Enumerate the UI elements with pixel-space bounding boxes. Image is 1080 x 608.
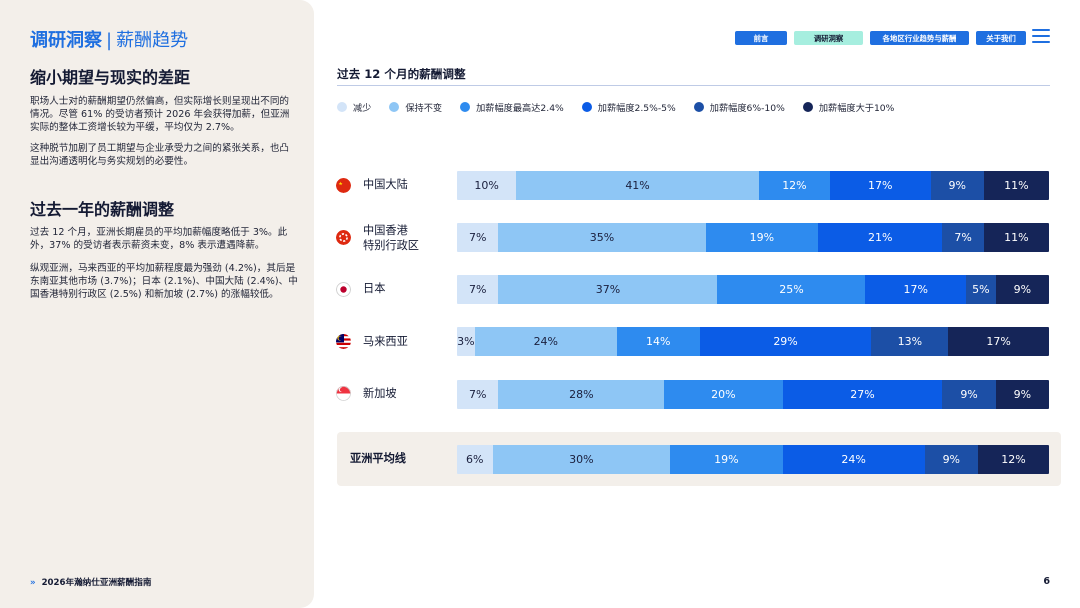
bar-segment-seg-up-to-2-4: 12% [758, 171, 830, 200]
bar-segment-seg-unchanged: 30% [492, 445, 671, 474]
nav-item-regional-trends[interactable]: 各地区行业趋势与薪酬 [870, 31, 969, 45]
row-label-asia-average: 亚洲平均线 [350, 452, 406, 465]
legend-swatch [802, 102, 813, 112]
brand-subtitle: 薪酬趋势 [116, 30, 189, 51]
row-label-hong-kong: 中国香港 特别行政区 [363, 223, 419, 253]
title-divider [337, 85, 1050, 86]
section1-paragraph-1: 职场人士对的薪酬期望仍然偏高，但实际增长则呈现出不同的情况。尽管 61% 的受访… [30, 96, 290, 133]
bar-china: 10% 41% 12% 17% 9% 11% [457, 171, 1049, 200]
bar-segment-seg-unchanged: 35% [498, 223, 706, 252]
row-label-malaysia: 马来西亚 [363, 335, 408, 348]
bar-segment-seg-over-10: 12% [977, 445, 1049, 474]
bar-segment-seg-decrease: 7% [457, 275, 499, 304]
left-panel: 调研洞察 | 薪酬趋势 缩小期望与现实的差距 职场人士对的薪酬期望仍然偏高，但实际增… [0, 0, 314, 608]
brand-title-main: 调研洞察 [30, 30, 102, 51]
bar-segment-seg-2-5-to-5: 27% [782, 380, 943, 409]
bar-segment-seg-6-to-10: 7% [942, 223, 984, 252]
bar-malaysia: 3% 24% 14% 29% 13% 17% [457, 327, 1049, 356]
bar-segment-seg-2-5-to-5: 17% [829, 171, 931, 200]
legend-swatch [581, 102, 592, 112]
legend-label: 加薪幅度大于10% [818, 103, 895, 114]
legend-label: 加薪幅度最高达2.4% [476, 103, 564, 114]
brand-title: 调研洞察 | 薪酬趋势 [30, 26, 188, 52]
legend-item-up-to-2-4: 加薪幅度最高达2.4% [460, 100, 564, 114]
bar-segment-seg-up-to-2-4: 19% [705, 223, 819, 252]
bar-segment-seg-decrease: 3% [457, 327, 475, 356]
bar-segment-seg-2-5-to-5: 29% [699, 327, 872, 356]
bar-segment-seg-6-to-10: 9% [942, 380, 996, 409]
legend-item-6-to-10: 加薪幅度6%-10% [693, 100, 785, 114]
row-label-china: 中国大陆 [363, 178, 408, 191]
bar-segment-seg-up-to-2-4: 20% [664, 380, 783, 409]
bar-segment-seg-6-to-10: 5% [966, 275, 996, 304]
brand-separator: | [106, 30, 113, 51]
chart-legend: 减少 保持不变 加薪幅度最高达2.4% 加薪幅度2.5%-5% 加薪幅度6%-1… [337, 100, 912, 114]
bar-segment-seg-up-to-2-4: 14% [616, 327, 700, 356]
bar-segment-seg-decrease: 7% [457, 223, 499, 252]
bar-segment-seg-decrease: 7% [457, 380, 499, 409]
bar-segment-seg-6-to-10: 13% [871, 327, 949, 356]
section2-heading: 过去一年的薪酬调整 [30, 200, 175, 219]
hong-kong-flag-icon [336, 230, 351, 245]
legend-item-unchanged: 保持不变 [389, 100, 442, 114]
bar-segment-seg-over-10: 11% [983, 223, 1049, 252]
legend-item-over-10: 加薪幅度大于10% [802, 100, 895, 114]
legend-label: 加薪幅度6%-10% [709, 103, 785, 114]
top-nav: 前言 调研洞察 各地区行业趋势与薪酬 关于我们 [735, 31, 1026, 45]
row-label-hong-kong-line2: 特别行政区 [363, 239, 419, 252]
legend-item-2-5-to-5: 加薪幅度2.5%-5% [581, 100, 676, 114]
hamburger-menu-icon[interactable] [1032, 29, 1050, 43]
section2-paragraph-1: 过去 12 个月，亚洲长期雇员的平均加薪幅度略低于 3%。此外，37% 的受访者… [30, 227, 288, 251]
malaysia-flag-icon [336, 334, 351, 349]
row-label-japan: 日本 [363, 282, 386, 295]
bar-segment-seg-2-5-to-5: 21% [818, 223, 943, 252]
legend-label: 保持不变 [405, 103, 443, 114]
double-chevron-icon: » [30, 578, 36, 588]
row-label-singapore: 新加坡 [363, 387, 397, 400]
legend-label: 减少 [353, 103, 372, 114]
page-number: 6 [1043, 576, 1050, 587]
bar-segment-seg-unchanged: 37% [498, 275, 718, 304]
singapore-flag-icon [336, 386, 351, 401]
nav-item-preface[interactable]: 前言 [735, 31, 787, 45]
legend-swatch [389, 102, 400, 112]
bar-segment-seg-2-5-to-5: 17% [865, 275, 967, 304]
legend-swatch [460, 102, 471, 112]
nav-item-survey-insights[interactable]: 调研洞察 [794, 31, 863, 45]
china-flag-icon [336, 178, 351, 193]
legend-swatch [693, 102, 704, 112]
legend-item-decrease: 减少 [337, 100, 371, 114]
nav-item-about-us[interactable]: 关于我们 [976, 31, 1026, 45]
section1-paragraph-2: 这种脱节加剧了员工期望与企业承受力之间的紧张关系，也凸显出沟通透明化与务实规划的… [30, 143, 290, 167]
bar-segment-seg-over-10: 9% [995, 380, 1049, 409]
bar-segment-seg-unchanged: 24% [474, 327, 617, 356]
bar-segment-seg-over-10: 9% [995, 275, 1049, 304]
footer-guide-title: » 2026年瀚纳仕亚洲薪酬指南 [30, 576, 151, 588]
bar-segment-seg-over-10: 11% [983, 171, 1049, 200]
bar-segment-seg-6-to-10: 9% [924, 445, 978, 474]
bar-segment-seg-up-to-2-4: 25% [717, 275, 866, 304]
japan-flag-icon [336, 282, 351, 297]
bar-segment-seg-over-10: 17% [948, 327, 1049, 356]
section1-heading: 缩小期望与现实的差距 [30, 68, 191, 87]
bar-hong-kong: 7% 35% 19% 21% 7% 11% [457, 223, 1049, 252]
chart-title: 过去 12 个月的薪酬调整 [337, 67, 466, 81]
legend-swatch [337, 102, 347, 112]
bar-segment-seg-2-5-to-5: 24% [782, 445, 925, 474]
bar-asia-average: 6% 30% 19% 24% 9% 12% [457, 445, 1049, 474]
bar-segment-seg-6-to-10: 9% [930, 171, 984, 200]
bar-japan: 7% 37% 25% 17% 5% 9% [457, 275, 1049, 304]
bar-segment-seg-up-to-2-4: 19% [670, 445, 783, 474]
bar-segment-seg-unchanged: 41% [516, 171, 759, 200]
row-label-hong-kong-line1: 中国香港 [363, 224, 408, 237]
bar-segment-seg-decrease: 6% [457, 445, 493, 474]
bar-segment-seg-unchanged: 28% [498, 380, 665, 409]
bar-singapore: 7% 28% 20% 27% 9% 9% [457, 380, 1049, 409]
legend-label: 加薪幅度2.5%-5% [597, 103, 676, 114]
footer-guide-text: 2026年瀚纳仕亚洲薪酬指南 [41, 578, 152, 588]
section2-paragraph-2: 纵观亚洲，马来西亚的平均加薪程度最为强劲 (4.2%)，其后是东南亚其他市场 (… [30, 263, 298, 300]
bar-segment-seg-decrease: 10% [457, 171, 517, 200]
